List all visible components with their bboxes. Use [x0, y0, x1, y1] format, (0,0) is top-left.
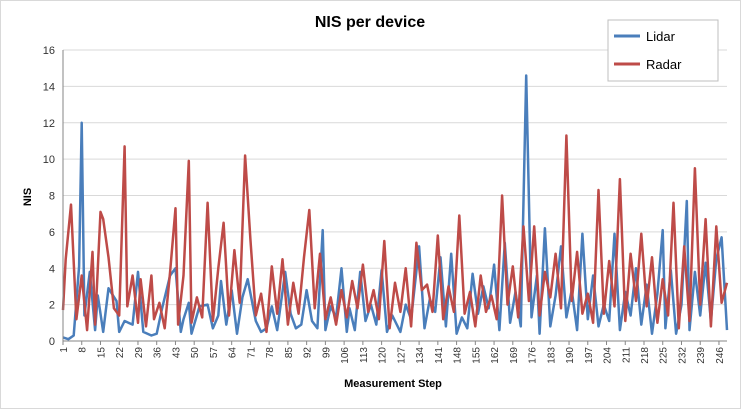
x-tick-label: 106 — [340, 347, 351, 364]
x-tick-label: 99 — [321, 347, 332, 359]
y-tick-label: 14 — [43, 81, 55, 93]
x-tick-label: 71 — [246, 347, 257, 359]
x-tick-label: 57 — [209, 347, 220, 359]
series-line-radar — [61, 134, 729, 334]
x-tick-label: 92 — [303, 347, 314, 359]
x-tick-label: 127 — [396, 347, 407, 364]
x-tick-label: 183 — [546, 347, 557, 364]
x-tick-label: 197 — [584, 347, 595, 364]
axes — [62, 50, 727, 342]
x-tick-label: 232 — [677, 347, 688, 364]
x-tick-label: 162 — [490, 347, 501, 364]
x-tick-label: 211 — [621, 347, 632, 363]
x-tick-label: 148 — [453, 347, 464, 364]
y-axis-title: NIS — [22, 188, 34, 206]
y-tick-label: 0 — [49, 336, 55, 348]
series-layer — [61, 74, 729, 341]
series-line-lidar — [62, 74, 729, 341]
y-tick-label: 10 — [43, 154, 55, 166]
x-tick-label: 22 — [115, 347, 126, 359]
x-tick-label: 218 — [640, 347, 651, 364]
x-tick-label: 169 — [509, 347, 520, 364]
y-tick-label: 8 — [49, 191, 55, 203]
x-tick-label: 204 — [603, 347, 614, 364]
x-axis-ticks: 1 8 15 22 29 36 43 50 57 64 71 78 85 92 99 106 113 120 127… — [59, 341, 726, 364]
x-tick-label: 246 — [715, 347, 726, 364]
x-tick-label: 239 — [696, 347, 707, 364]
legend: Lidar Radar — [607, 19, 719, 82]
x-tick-label: 1 — [59, 347, 70, 353]
legend-box — [607, 19, 719, 82]
x-tick-label: 120 — [378, 347, 389, 364]
y-axis-ticks: 0 2 4 6 8 10 12 14 16 — [43, 45, 55, 348]
x-tick-label: 141 — [434, 347, 445, 364]
chart-title: NIS per device — [315, 14, 425, 31]
x-tick-label: 43 — [171, 347, 182, 359]
x-axis-title: Measurement Step — [344, 378, 442, 390]
x-tick-label: 190 — [565, 347, 576, 364]
y-tick-label: 4 — [49, 263, 55, 275]
x-tick-label: 29 — [134, 347, 145, 359]
x-tick-label: 8 — [78, 347, 89, 353]
x-tick-label: 225 — [659, 347, 670, 364]
y-tick-label: 12 — [43, 118, 55, 130]
x-tick-label: 50 — [190, 347, 201, 359]
legend-label-radar: Radar — [646, 57, 682, 72]
y-tick-label: 6 — [49, 227, 55, 239]
x-tick-label: 15 — [96, 347, 107, 359]
x-tick-label: 113 — [359, 347, 370, 363]
x-tick-label: 36 — [153, 347, 164, 359]
x-tick-label: 78 — [265, 347, 276, 359]
x-tick-label: 85 — [284, 347, 295, 359]
x-tick-label: 64 — [228, 347, 239, 359]
y-tick-label: 16 — [43, 45, 55, 57]
x-tick-label: 176 — [528, 347, 539, 364]
x-tick-label: 134 — [415, 347, 426, 364]
gridlines — [63, 49, 727, 306]
x-tick-label: 155 — [471, 347, 482, 364]
legend-label-lidar: Lidar — [646, 29, 676, 44]
y-tick-label: 2 — [49, 300, 55, 312]
